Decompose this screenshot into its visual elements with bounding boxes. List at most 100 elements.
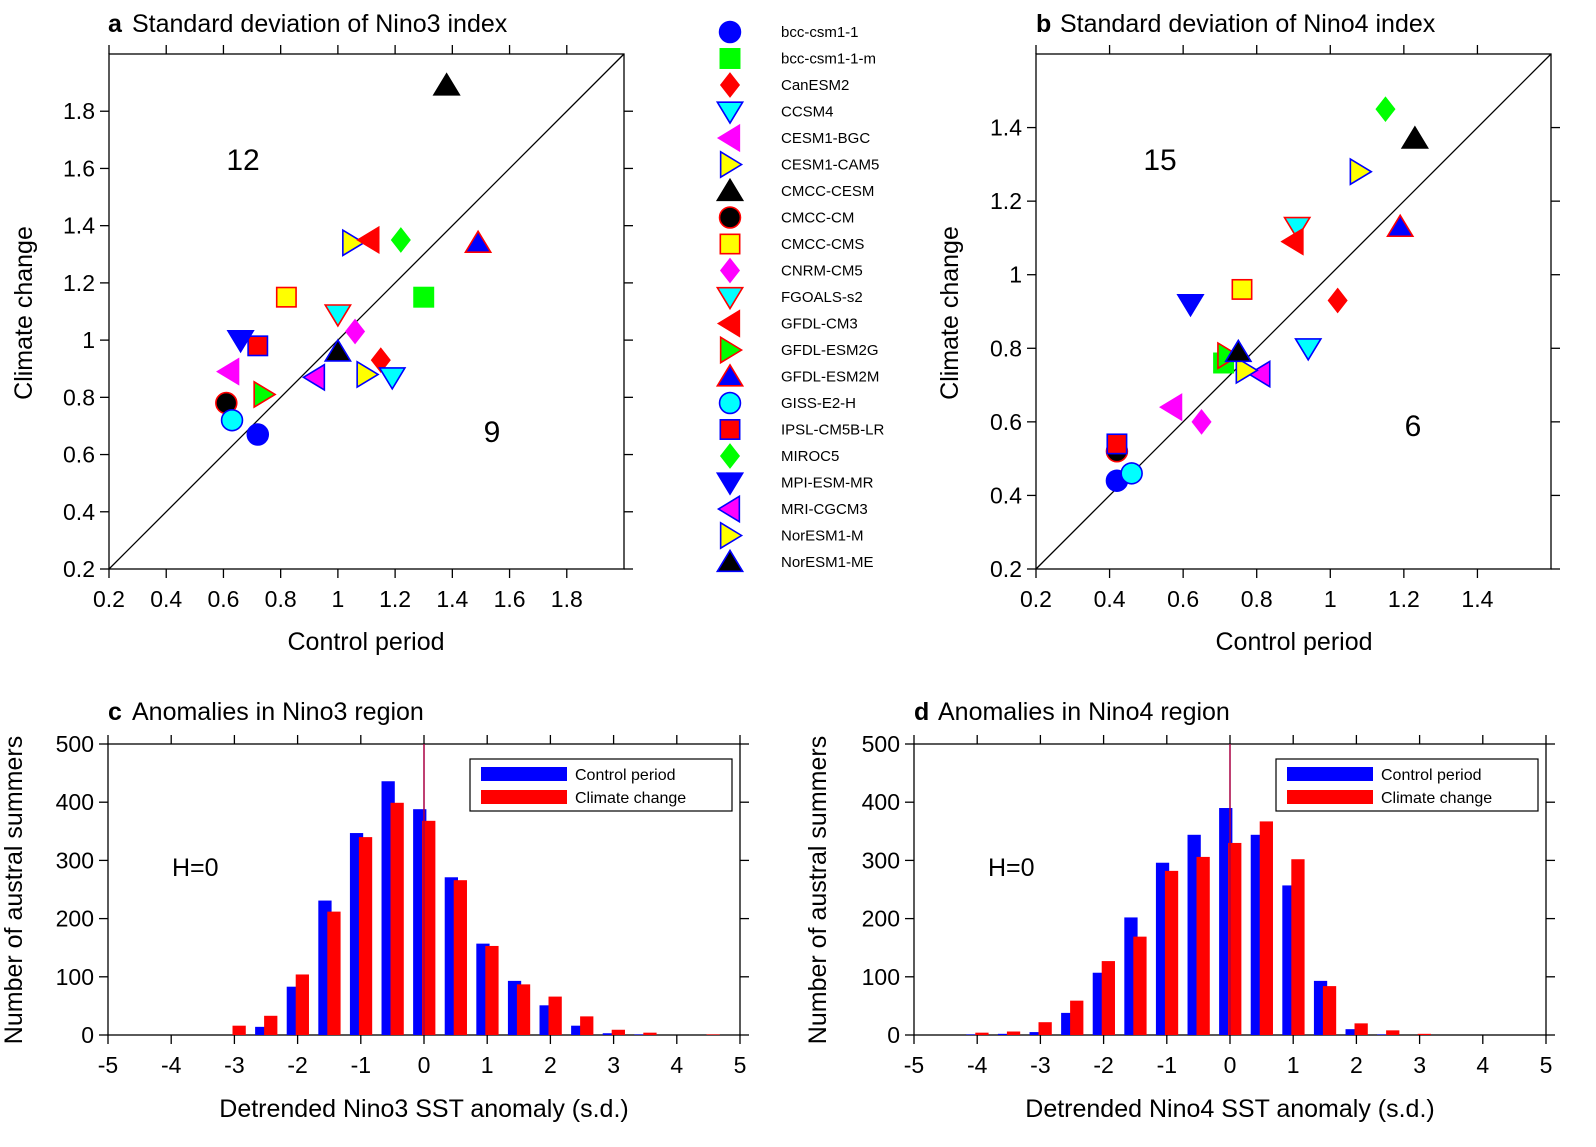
panel-d-xtick-label: -1: [1157, 1052, 1177, 1078]
legend-label-mpi-esm-mr: MPI-ESM-MR: [781, 475, 874, 492]
marker-miroc5: [1375, 96, 1396, 123]
bar-climate-change: [1038, 1022, 1052, 1035]
legend-marker-cesm1-bgc: [716, 123, 741, 153]
panel-b-ylabel: Climate change: [936, 226, 964, 400]
legend-label-ccsm4: CCSM4: [781, 104, 834, 121]
bar-climate-change: [1417, 1033, 1431, 1035]
marker-noresm1-me: [1224, 338, 1253, 363]
legend-marker-noresm1-me: [715, 548, 745, 573]
panel-b-xtick-label: 1.4: [1461, 586, 1493, 612]
panel-c-xtick-label: -4: [161, 1052, 182, 1078]
panel-c-xtick-label: -3: [224, 1052, 244, 1078]
panel-b-count-below: 6: [1405, 410, 1422, 443]
panel-d-xtick-label: 2: [1350, 1052, 1363, 1078]
marker-giss-e2-h: [1120, 462, 1143, 485]
bar-climate-change: [1322, 986, 1337, 1035]
marker-mpi-esm-mr: [1176, 293, 1205, 318]
bar-control-period: [966, 1034, 980, 1035]
panel-d-ytick-label: 0: [887, 1022, 900, 1048]
panel-a-ytick-label: 1.2: [63, 270, 95, 296]
legend-marker-cmcc-cm: [718, 206, 742, 229]
panel-a-ytick-label: 1.6: [63, 155, 95, 181]
panel-d-xtick-label: -2: [1093, 1052, 1113, 1078]
panel-a-xtick-label: 0.4: [150, 586, 182, 612]
bar-climate-change: [975, 1032, 989, 1035]
panel-a-ytick-label: 0.6: [63, 442, 95, 468]
panel-a-ytick-label: 1.4: [63, 213, 95, 239]
legend-marker-gfdl-esm2m: [715, 363, 745, 387]
panel-a-title: Standard deviation of Nino3 index: [132, 10, 508, 38]
panel-a-xtick-label: 1.6: [494, 586, 526, 612]
bar-climate-change: [422, 820, 436, 1035]
legend-marker-gfdl-cm3: [716, 309, 741, 338]
panel-a-xtick-label: 1: [331, 586, 344, 612]
panel-d-letter: d: [914, 698, 929, 726]
panel-a-xtick-label: 1.2: [379, 586, 411, 612]
panel-a-ytick-label: 0.8: [63, 384, 95, 410]
legend-label-climate-change: Climate change: [1381, 790, 1492, 807]
bar-climate-change: [1070, 1000, 1084, 1035]
legend-label-control-period: Control period: [1381, 767, 1482, 784]
bar-climate-change: [580, 1016, 594, 1035]
panel-a-frame: [108, 53, 625, 570]
bar-climate-change: [1196, 856, 1210, 1035]
bar-climate-change: [643, 1032, 657, 1035]
bar-climate-change: [295, 974, 309, 1035]
panel-b-xtick-label: 1: [1324, 586, 1337, 612]
marker-mri-cgcm3: [1247, 359, 1271, 389]
panel-b-ytick-label: 1.4: [990, 115, 1022, 141]
panel-b-title: Standard deviation of Nino4 index: [1060, 10, 1436, 38]
panel-c-ytick-label: 300: [56, 847, 94, 873]
panel-c-xtick-label: 3: [607, 1052, 620, 1078]
panel-a-ytick-label: 1.8: [63, 98, 95, 124]
panel-d-histogram: d Anomalies in Nino4 region Detrended Ni…: [804, 698, 1555, 1123]
legend-marker-mpi-esm-mr: [715, 472, 745, 496]
panel-a-xtick-label: 0.2: [93, 586, 125, 612]
panel-d-xlabel: Detrended Nino4 SST anomaly (s.d.): [1025, 1095, 1434, 1123]
marker-gfdl-esm2m: [1386, 213, 1415, 238]
bar-climate-change: [548, 996, 562, 1035]
legend-label-cmcc-cm: CMCC-CM: [781, 210, 854, 227]
panel-c-xlabel: Detrended Nino3 SST anomaly (s.d.): [219, 1095, 628, 1123]
marker-canesm2: [1327, 287, 1348, 314]
panel-a-letter: a: [108, 10, 123, 38]
legend-marker-mri-cgcm3: [716, 494, 741, 524]
legend-label-fgoals-s2: FGOALS-s2: [781, 289, 863, 306]
panel-c-ylabel: Number of austral summers: [0, 736, 28, 1044]
bar-control-period: [1345, 1029, 1359, 1035]
panel-c-ytick-label: 200: [56, 906, 94, 932]
bar-climate-change: [358, 837, 373, 1035]
legend-marker-fgoals-s2: [715, 286, 745, 311]
bar-climate-change: [1164, 870, 1179, 1035]
panel-c-xtick-label: -2: [287, 1052, 307, 1078]
panel-b-xtick-label: 0.4: [1094, 586, 1126, 612]
panel-c-ytick-label: 100: [56, 964, 94, 990]
legend-marker-cmcc-cms: [719, 233, 741, 255]
panel-c-xtick-label: 1: [481, 1052, 494, 1078]
panel-b-ytick-label: 0.2: [990, 556, 1022, 582]
legend-marker-cnrm-cm5: [719, 257, 741, 284]
legend-marker-bcc-csm1-1-m: [719, 48, 741, 69]
marker-noresm1-me: [323, 338, 352, 362]
marker-cesm1-bgc: [1159, 393, 1183, 422]
panel-a-xlabel: Control period: [287, 628, 444, 656]
panel-a-ylabel: Climate change: [10, 226, 38, 400]
bar-climate-change: [1228, 842, 1242, 1035]
panel-d-xtick-label: 0: [1224, 1052, 1237, 1078]
panel-b-one-to-one-line: [1035, 53, 1552, 570]
panel-b-xlabel: Control period: [1215, 628, 1372, 656]
bar-control-period: [255, 1026, 269, 1035]
marker-gfdl-esm2g: [253, 380, 277, 409]
bar-climate-change: [327, 911, 341, 1035]
legend-label-climate-change: Climate change: [575, 790, 686, 807]
panel-a-count-below: 9: [484, 416, 501, 449]
legend-marker-cesm1-cam5: [719, 150, 744, 179]
legend-marker-canesm2: [719, 72, 741, 98]
legend-label-canesm2: CanESM2: [781, 77, 849, 94]
panel-b-xtick-label: 0.6: [1167, 586, 1199, 612]
legend-label-cmcc-cesm: CMCC-CESM: [781, 183, 874, 200]
legend-label-ipsl-cm5b-lr: IPSL-CM5B-LR: [781, 422, 885, 439]
panel-a-xtick-label: 0.8: [265, 586, 297, 612]
panel-a-ytick-label: 0.2: [63, 556, 95, 582]
legend-swatch-control-period: [481, 767, 567, 781]
